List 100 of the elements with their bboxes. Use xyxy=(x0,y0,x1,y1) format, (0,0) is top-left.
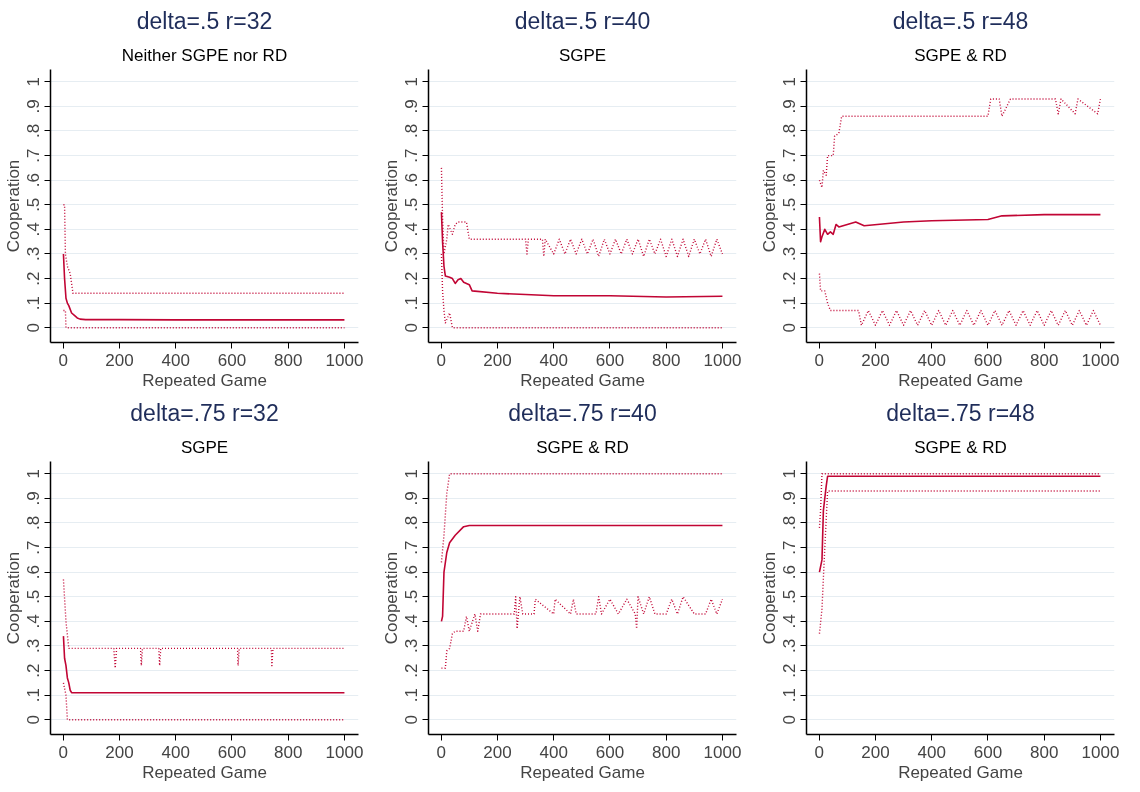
chart-title: delta=.5 r=32 xyxy=(136,7,273,34)
x-tick-label: 400 xyxy=(917,350,946,370)
y-tick-label: .7 xyxy=(24,540,44,555)
x-tick-label: 0 xyxy=(436,350,446,370)
y-tick-label: .1 xyxy=(780,296,800,311)
y-tick-label: .6 xyxy=(402,173,422,188)
chart-subtitle: SGPE & RD xyxy=(536,437,629,457)
y-tick-label: .6 xyxy=(24,173,44,188)
y-tick-label: .1 xyxy=(780,688,800,703)
x-axis-title: Repeated Game xyxy=(142,370,267,390)
y-axis-title: Cooperation xyxy=(381,159,401,253)
y-tick-label: 1 xyxy=(780,469,800,479)
x-tick-label: 0 xyxy=(436,742,446,762)
x-tick-label: 800 xyxy=(1030,350,1059,370)
y-tick-label: .4 xyxy=(402,222,422,237)
y-tick-label: .7 xyxy=(402,148,422,163)
y-tick-label: .8 xyxy=(402,123,422,139)
y-tick-label: 1 xyxy=(24,77,44,87)
y-tick-label: .3 xyxy=(780,638,800,654)
chart-subtitle: Neither SGPE nor RD xyxy=(121,45,288,65)
y-tick-label: .7 xyxy=(24,148,44,163)
chart-title: delta=.75 r=40 xyxy=(508,399,657,426)
y-tick-label: .2 xyxy=(24,663,44,678)
y-tick-label: .9 xyxy=(402,491,422,506)
x-tick-label: 200 xyxy=(483,742,512,762)
y-tick-label: .4 xyxy=(24,222,44,237)
y-tick-label: 0 xyxy=(402,323,422,333)
x-tick-label: 400 xyxy=(161,350,190,370)
x-tick-label: 800 xyxy=(274,742,303,762)
y-tick-label: .4 xyxy=(780,222,800,237)
y-tick-label: .7 xyxy=(402,540,422,555)
x-tick-label: 400 xyxy=(161,742,190,762)
y-axis-title: Cooperation xyxy=(3,159,23,253)
x-tick-label: 800 xyxy=(274,350,303,370)
y-tick-label: .3 xyxy=(402,638,422,654)
y-tick-label: .5 xyxy=(24,589,44,604)
x-tick-label: 600 xyxy=(973,742,1003,762)
x-tick-label: 1000 xyxy=(325,742,364,762)
y-tick-label: 0 xyxy=(780,715,800,725)
y-tick-label: 0 xyxy=(402,715,422,725)
x-tick-label: 800 xyxy=(652,350,681,370)
y-tick-label: 0 xyxy=(24,715,44,725)
x-tick-label: 800 xyxy=(652,742,681,762)
y-tick-label: .1 xyxy=(402,296,422,311)
y-tick-label: .2 xyxy=(402,663,422,678)
x-axis-title: Repeated Game xyxy=(142,762,267,782)
x-tick-label: 1000 xyxy=(1081,350,1120,370)
x-tick-label: 400 xyxy=(917,742,946,762)
y-tick-label: .9 xyxy=(402,99,422,114)
y-tick-label: .9 xyxy=(780,491,800,506)
y-tick-label: .8 xyxy=(780,123,800,139)
y-tick-label: .2 xyxy=(24,271,44,286)
y-tick-label: .5 xyxy=(24,197,44,212)
x-tick-label: 800 xyxy=(1030,742,1059,762)
y-tick-label: 1 xyxy=(402,77,422,87)
y-tick-label: .6 xyxy=(780,173,800,188)
x-tick-label: 600 xyxy=(595,742,625,762)
y-tick-label: .4 xyxy=(402,614,422,629)
y-tick-label: .6 xyxy=(780,565,800,580)
y-tick-label: .5 xyxy=(402,197,422,212)
x-tick-label: 400 xyxy=(539,350,568,370)
y-tick-label: .3 xyxy=(24,638,44,654)
x-tick-label: 600 xyxy=(217,350,247,370)
x-tick-label: 600 xyxy=(973,350,1003,370)
y-tick-label: .2 xyxy=(780,271,800,286)
x-axis-title: Repeated Game xyxy=(898,762,1023,782)
y-tick-label: .8 xyxy=(402,515,422,531)
chart-title: delta=.5 r=40 xyxy=(514,7,651,34)
y-tick-label: .4 xyxy=(24,614,44,629)
x-tick-label: 200 xyxy=(105,350,134,370)
y-tick-label: 1 xyxy=(24,469,44,479)
y-tick-label: .8 xyxy=(780,515,800,531)
y-tick-label: .3 xyxy=(24,246,44,262)
x-axis-title: Repeated Game xyxy=(898,370,1023,390)
y-tick-label: .5 xyxy=(780,589,800,604)
y-tick-label: .2 xyxy=(402,271,422,286)
y-axis-title: Cooperation xyxy=(3,551,23,645)
y-tick-label: .7 xyxy=(780,540,800,555)
y-tick-label: 0 xyxy=(24,323,44,333)
y-tick-label: .9 xyxy=(780,99,800,114)
y-tick-label: .8 xyxy=(24,123,44,139)
x-tick-label: 0 xyxy=(814,350,824,370)
x-tick-label: 600 xyxy=(595,350,625,370)
x-tick-label: 200 xyxy=(483,350,512,370)
y-tick-label: 0 xyxy=(780,323,800,333)
x-tick-label: 1000 xyxy=(703,350,742,370)
y-axis-title: Cooperation xyxy=(759,159,779,253)
y-axis-title: Cooperation xyxy=(759,551,779,645)
y-tick-label: 1 xyxy=(780,77,800,87)
y-tick-label: .1 xyxy=(24,688,44,703)
y-tick-label: .4 xyxy=(780,614,800,629)
y-tick-label: .3 xyxy=(402,246,422,262)
x-tick-label: 200 xyxy=(861,742,890,762)
x-tick-label: 0 xyxy=(58,350,68,370)
y-tick-label: .5 xyxy=(780,197,800,212)
x-tick-label: 0 xyxy=(814,742,824,762)
x-tick-label: 400 xyxy=(539,742,568,762)
chart-subtitle: SGPE & RD xyxy=(914,437,1007,457)
x-tick-label: 1000 xyxy=(1081,742,1120,762)
chart-title: delta=.75 r=32 xyxy=(130,399,279,426)
